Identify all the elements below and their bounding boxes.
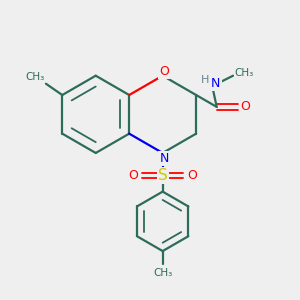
Text: O: O xyxy=(159,65,169,78)
Text: N: N xyxy=(211,76,220,90)
Text: N: N xyxy=(160,152,169,165)
Text: O: O xyxy=(187,169,197,182)
Text: CH₃: CH₃ xyxy=(235,68,254,78)
Text: O: O xyxy=(129,169,139,182)
Text: CH₃: CH₃ xyxy=(25,72,44,82)
Text: O: O xyxy=(241,100,250,113)
Text: S: S xyxy=(158,168,167,183)
Text: CH₃: CH₃ xyxy=(153,268,172,278)
Text: H: H xyxy=(201,75,209,85)
